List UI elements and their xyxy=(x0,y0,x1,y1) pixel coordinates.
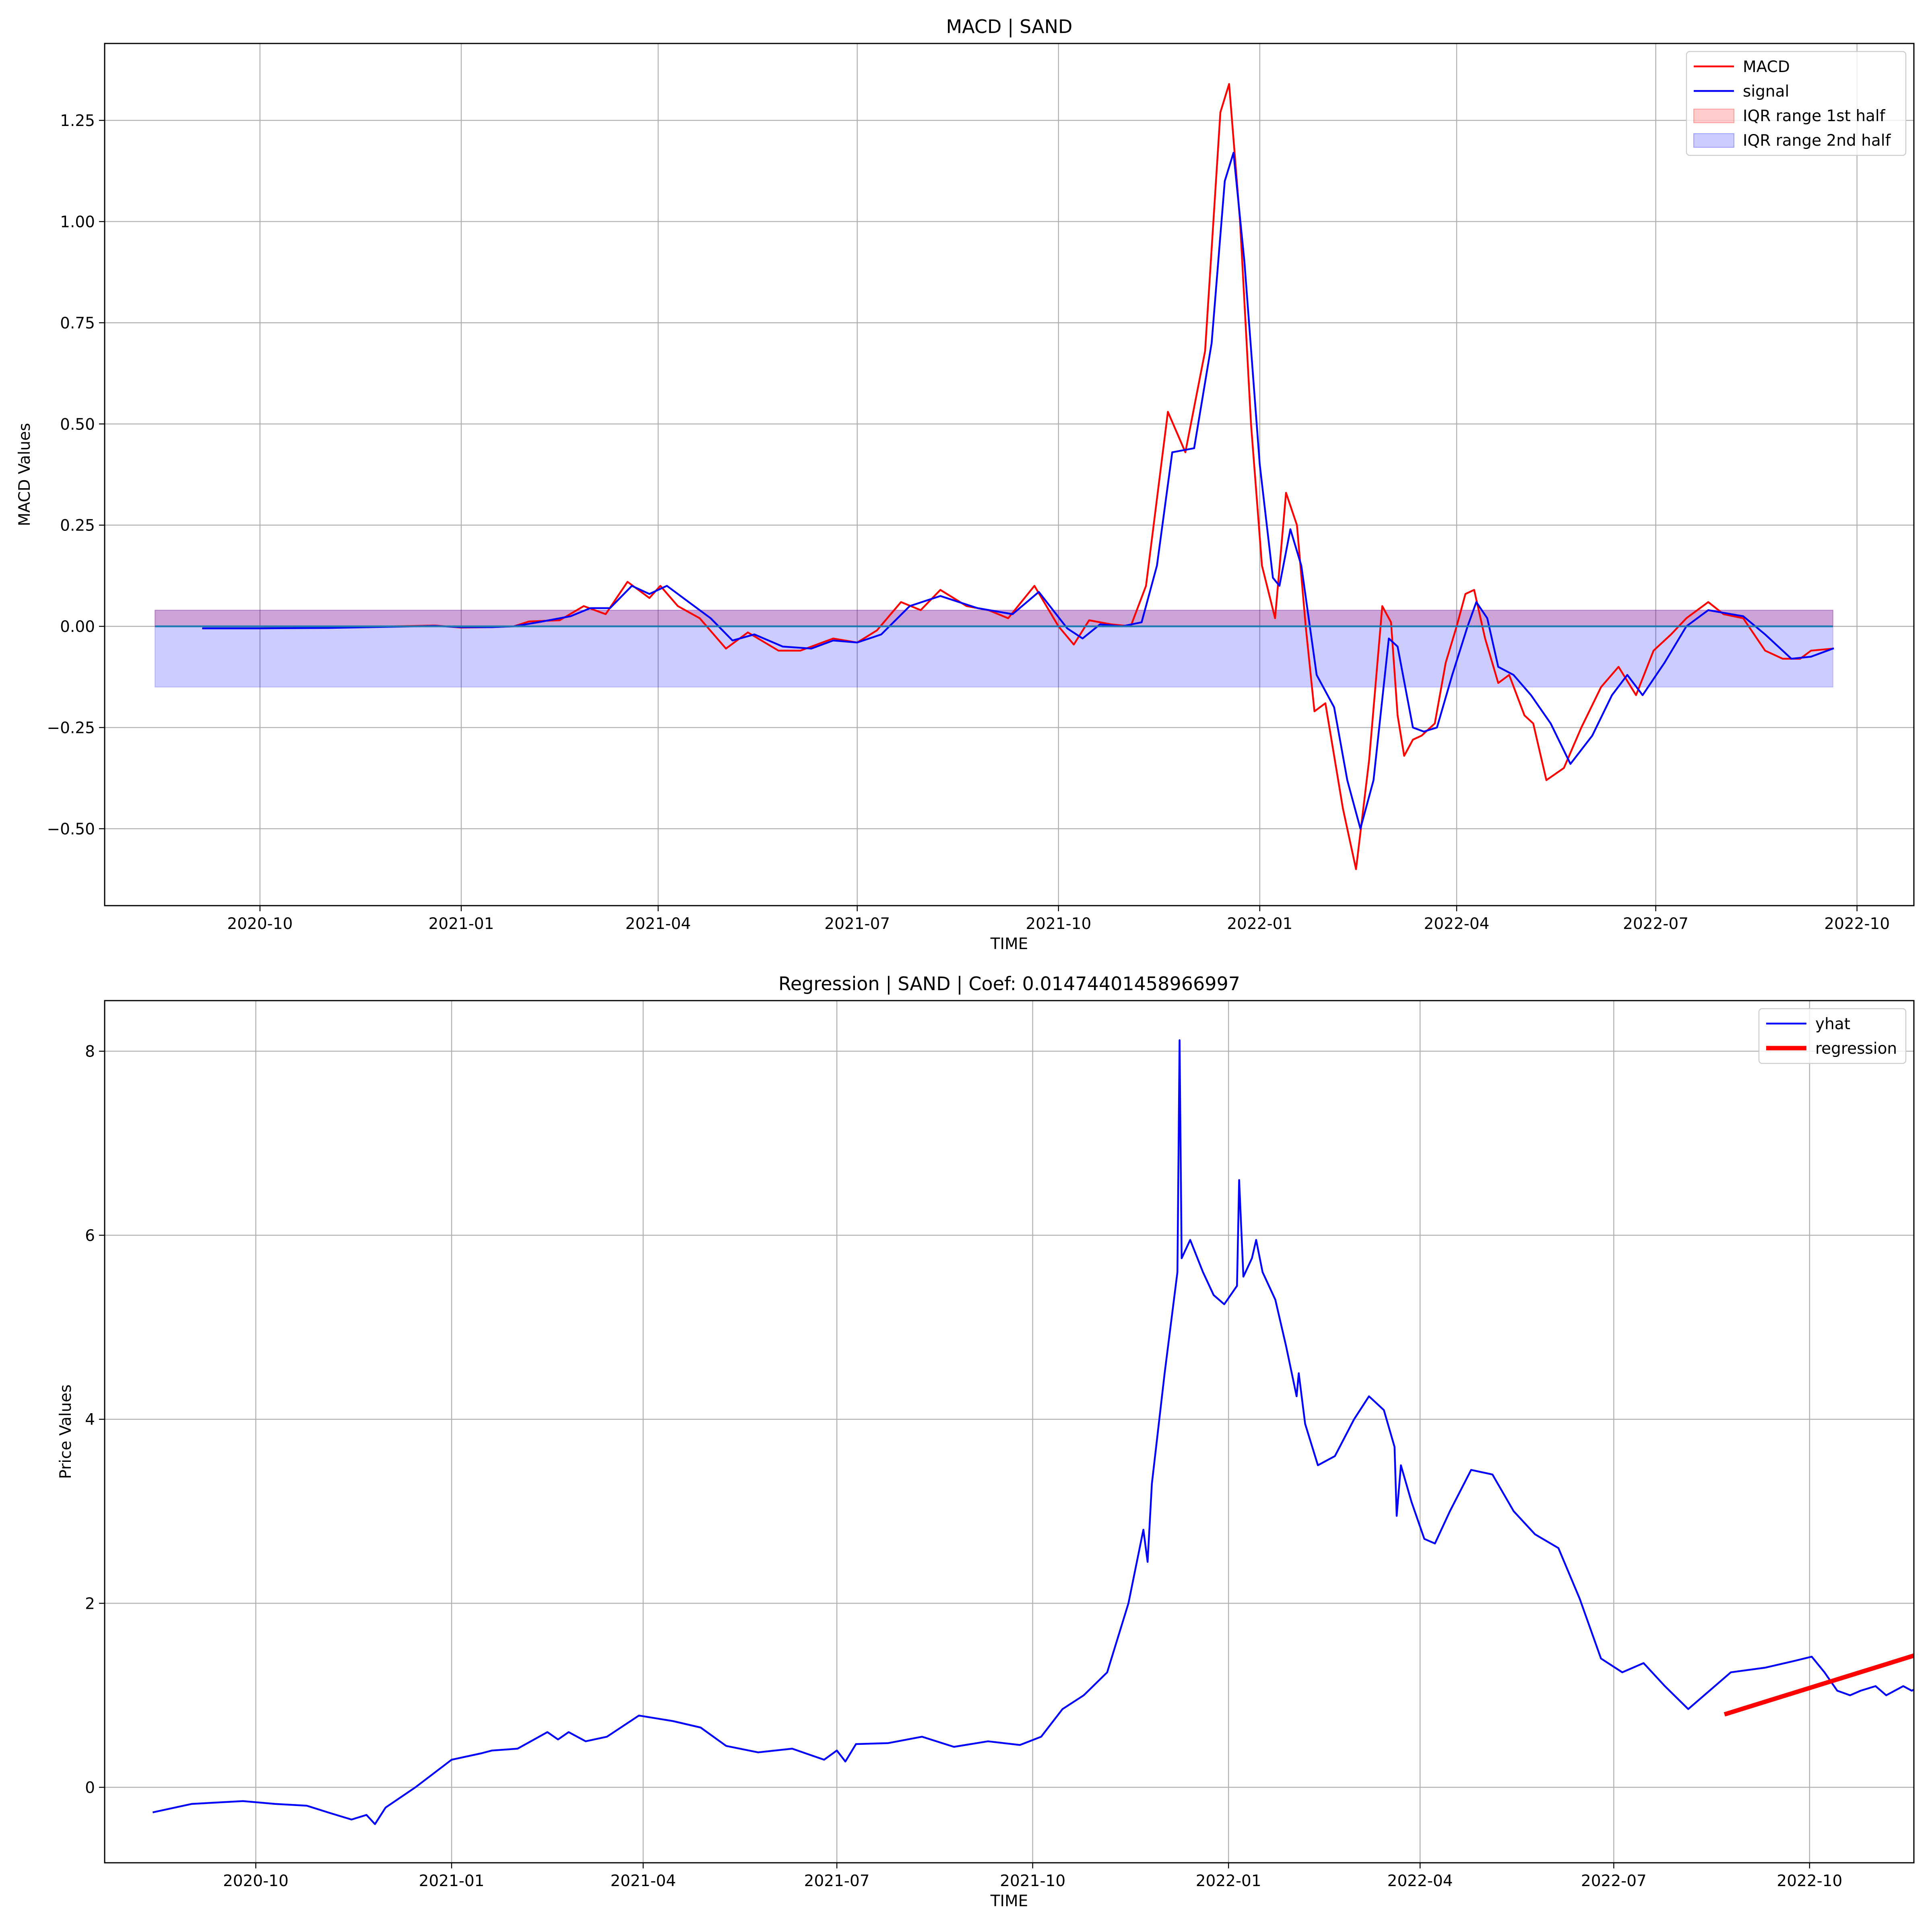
x-tick-label: 2022-10 xyxy=(1777,1872,1842,1890)
series-line-regression xyxy=(1724,1653,1914,1717)
x-tick-label: 2022-01 xyxy=(1227,915,1292,933)
y-axis: 0 2 4 6 8 xyxy=(85,1043,1914,1797)
x-tick-label: 2022-04 xyxy=(1387,1872,1453,1890)
x-tick-label: 2022-10 xyxy=(1824,915,1890,933)
legend-label: yhat xyxy=(1815,1015,1850,1033)
y-tick-label: 1.25 xyxy=(60,112,95,130)
y-tick-label: 2 xyxy=(85,1595,95,1613)
legend: MACD signal IQR range 1st half IQR range 2n… xyxy=(1686,51,1907,156)
axes-frame xyxy=(104,43,1915,906)
x-tick-label: 2022-04 xyxy=(1424,915,1490,933)
plot-area xyxy=(152,1039,1914,1825)
y-tick-label: 6 xyxy=(85,1227,95,1245)
legend-box xyxy=(1686,51,1907,156)
iqr-band-2 xyxy=(155,609,1833,687)
y-tick-label: 8 xyxy=(85,1043,95,1061)
plot-area xyxy=(155,83,1834,870)
x-tick-label: 2021-04 xyxy=(625,915,691,933)
legend-swatch-band-2 xyxy=(1693,133,1734,148)
series-line-macd xyxy=(202,83,1834,870)
x-axis: 2020-10 2021-01 2021-04 2021-07 2021-10 2022-… xyxy=(223,1001,1842,1890)
legend-label: regression xyxy=(1815,1040,1897,1058)
series-line-signal xyxy=(202,152,1834,830)
y-tick-label: 1.00 xyxy=(60,213,95,231)
y-axis-label: Price Values xyxy=(57,1385,75,1479)
axes-frame xyxy=(104,1000,1915,1864)
y-tick-label: 0.50 xyxy=(60,415,95,433)
x-tick-label: 2021-07 xyxy=(824,915,890,933)
x-axis-label: TIME xyxy=(990,1892,1028,1910)
x-tick-label: 2020-10 xyxy=(223,1872,289,1890)
x-axis-label: TIME xyxy=(990,935,1028,953)
x-tick-label: 2022-07 xyxy=(1581,1872,1647,1890)
x-tick-label: 2021-10 xyxy=(1026,915,1091,933)
x-tick-label: 2022-07 xyxy=(1623,915,1688,933)
chart-title: MACD | SAND xyxy=(946,16,1073,38)
x-tick-label: 2021-10 xyxy=(1000,1872,1065,1890)
chart-panel-1: 2020-10 2021-01 2021-04 2021-07 2021-10 2022-… xyxy=(16,16,1915,953)
legend-label: signal xyxy=(1743,83,1789,101)
y-tick-label: 0.25 xyxy=(60,517,95,535)
series-line-yhat xyxy=(152,1039,1914,1825)
x-tick-label: 2021-01 xyxy=(419,1872,485,1890)
legend: yhat regression xyxy=(1758,1008,1907,1064)
x-tick-label: 2022-01 xyxy=(1196,1872,1261,1890)
legend-label: IQR range 1st half xyxy=(1743,107,1886,125)
y-axis: −0.50 −0.25 0.00 0.25 0.50 0.75 1.00 1.25 xyxy=(47,112,1914,838)
y-tick-label: 4 xyxy=(85,1411,95,1429)
x-tick-label: 2021-01 xyxy=(428,915,494,933)
x-axis: 2020-10 2021-01 2021-04 2021-07 2021-10 2022-… xyxy=(227,43,1890,933)
x-tick-label: 2020-10 xyxy=(227,915,293,933)
chart-panel-2: 2020-10 2021-01 2021-04 2021-07 2021-10 2022-… xyxy=(57,973,1915,1910)
y-tick-label: −0.50 xyxy=(47,820,95,838)
y-tick-label: 0.00 xyxy=(60,618,95,636)
y-tick-label: −0.25 xyxy=(47,719,95,737)
legend-label: IQR range 2nd half xyxy=(1743,132,1891,150)
y-tick-label: 0.75 xyxy=(60,314,95,332)
x-tick-label: 2021-04 xyxy=(610,1872,676,1890)
x-tick-label: 2021-07 xyxy=(804,1872,870,1890)
legend-label: MACD xyxy=(1743,58,1790,76)
legend-swatch-band-1 xyxy=(1693,109,1734,123)
chart-title: Regression | SAND | Coef: 0.014744014589… xyxy=(778,973,1240,995)
y-axis-label: MACD Values xyxy=(16,423,34,526)
y-tick-label: 0 xyxy=(85,1779,95,1797)
